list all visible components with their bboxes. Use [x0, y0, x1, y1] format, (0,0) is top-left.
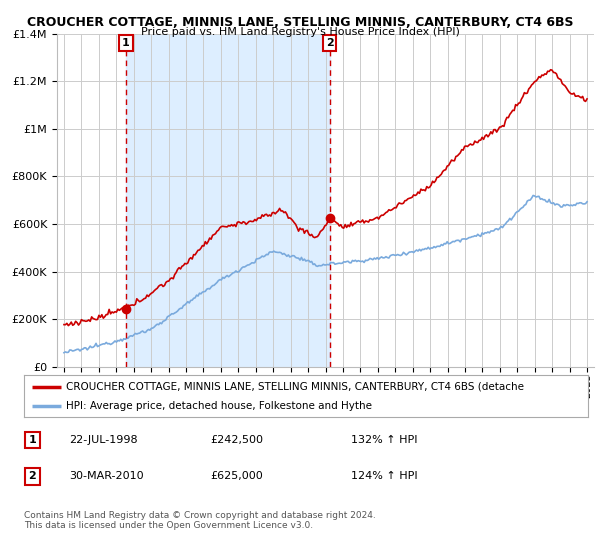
Text: 30-MAR-2010: 30-MAR-2010: [69, 472, 144, 482]
Text: £625,000: £625,000: [210, 472, 263, 482]
Text: HPI: Average price, detached house, Folkestone and Hythe: HPI: Average price, detached house, Folk…: [66, 401, 372, 411]
Text: Contains HM Land Registry data © Crown copyright and database right 2024.
This d: Contains HM Land Registry data © Crown c…: [24, 511, 376, 530]
Text: CROUCHER COTTAGE, MINNIS LANE, STELLING MINNIS, CANTERBURY, CT4 6BS: CROUCHER COTTAGE, MINNIS LANE, STELLING …: [27, 16, 573, 29]
Text: £242,500: £242,500: [210, 435, 263, 445]
Text: 1: 1: [29, 435, 37, 445]
Text: CROUCHER COTTAGE, MINNIS LANE, STELLING MINNIS, CANTERBURY, CT4 6BS (detache: CROUCHER COTTAGE, MINNIS LANE, STELLING …: [66, 381, 524, 391]
Text: 124% ↑ HPI: 124% ↑ HPI: [351, 472, 418, 482]
Text: Price paid vs. HM Land Registry's House Price Index (HPI): Price paid vs. HM Land Registry's House …: [140, 27, 460, 37]
Text: 22-JUL-1998: 22-JUL-1998: [69, 435, 138, 445]
Text: 1: 1: [122, 38, 130, 48]
Text: 2: 2: [29, 472, 37, 482]
Text: 2: 2: [326, 38, 334, 48]
Text: 132% ↑ HPI: 132% ↑ HPI: [351, 435, 418, 445]
Bar: [126, 34, 329, 367]
